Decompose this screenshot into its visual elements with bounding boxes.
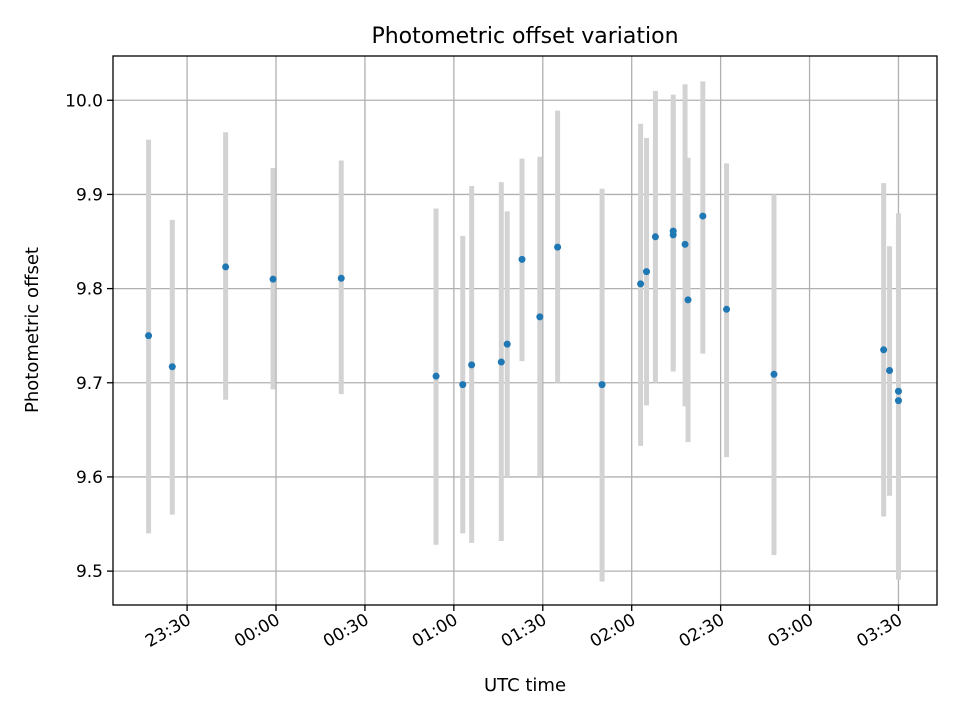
data-point: [894, 397, 902, 405]
data-point: [684, 296, 692, 304]
y-tick-label: 9.6: [76, 468, 103, 488]
data-point: [459, 381, 467, 389]
data-point: [651, 233, 659, 241]
data-point: [554, 243, 562, 251]
data-point: [168, 363, 176, 371]
data-points: [145, 212, 902, 405]
data-point: [723, 305, 731, 313]
data-point: [598, 381, 606, 389]
y-axis-label: Photometric offset: [22, 247, 43, 413]
data-point: [699, 212, 707, 220]
y-tick-label: 9.5: [76, 562, 103, 582]
data-point: [518, 255, 526, 263]
data-point: [894, 387, 902, 395]
data-point: [222, 263, 230, 271]
data-point: [886, 367, 894, 375]
data-point: [468, 361, 476, 369]
data-point: [337, 274, 345, 282]
y-tick-label: 10.0: [65, 91, 103, 111]
data-point: [880, 346, 888, 354]
grid-lines: [113, 56, 937, 605]
data-point: [497, 358, 505, 366]
plot-frame: [112, 55, 938, 606]
y-tick-label: 9.8: [76, 280, 103, 300]
data-point: [643, 268, 651, 276]
data-point: [269, 275, 277, 283]
data-point: [432, 372, 440, 380]
data-point: [536, 313, 544, 321]
data-point: [681, 240, 689, 248]
y-tick-label: 9.9: [76, 185, 103, 205]
chart-title: Photometric offset variation: [371, 24, 678, 49]
data-point: [669, 227, 677, 235]
data-point: [770, 370, 778, 378]
data-point: [503, 340, 511, 348]
data-point: [145, 332, 153, 340]
x-axis-label: UTC time: [484, 675, 566, 696]
y-tick-label: 9.7: [76, 374, 103, 394]
data-point: [637, 280, 645, 288]
